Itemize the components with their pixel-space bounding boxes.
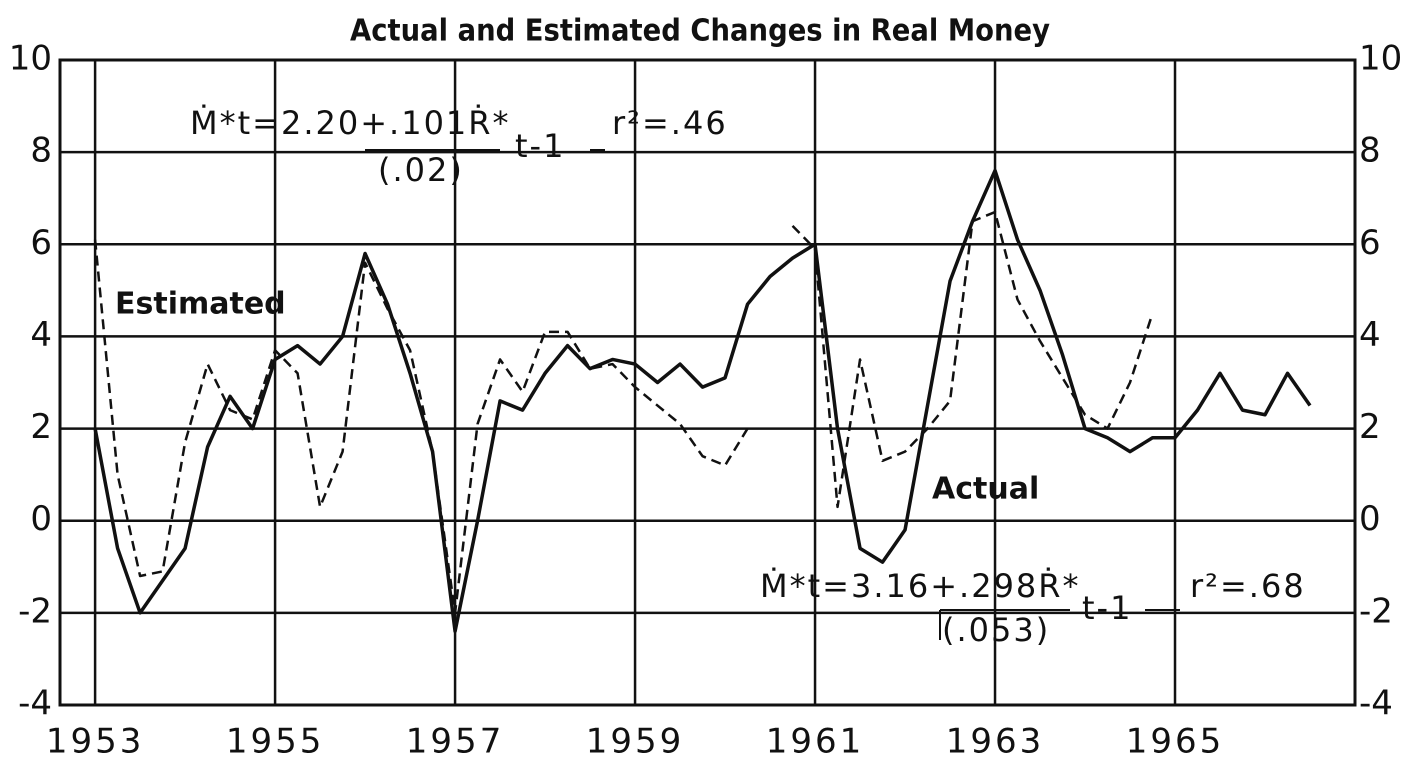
series-line — [93, 210, 1154, 615]
annotation: Ṁ*t=3.16+.298Ṙ* — [760, 567, 1081, 605]
annotation: (.053) — [942, 611, 1050, 649]
y-tick-label: 4 — [30, 315, 52, 355]
y2-tick-label: 0 — [1359, 499, 1381, 539]
annotation: r²=.46 — [612, 104, 728, 142]
x-tick-label: 1957 — [406, 722, 505, 761]
y-tick-label: 10 — [9, 39, 52, 79]
series-label: Actual — [932, 472, 1039, 507]
y-tick-label: -2 — [18, 591, 52, 631]
x-tick-label: 1961 — [766, 722, 865, 761]
series-line — [93, 168, 1312, 634]
y2-tick-label: 10 — [1359, 39, 1402, 79]
y2-tick-label: 8 — [1359, 131, 1381, 171]
y-tick-label: 8 — [30, 131, 52, 171]
y2-tick-label: 6 — [1359, 223, 1381, 263]
x-tick-label: 1955 — [226, 722, 325, 761]
x-tick-label: 1965 — [1126, 722, 1225, 761]
y-tick-label: 0 — [30, 499, 52, 539]
series-label: Estimated — [115, 287, 286, 322]
y2-tick-label: 2 — [1359, 407, 1381, 447]
x-tick-label: 1959 — [586, 722, 685, 761]
y2-tick-label: -4 — [1359, 684, 1393, 724]
chart-title: Actual and Estimated Changes in Real Mon… — [350, 14, 1050, 49]
y-tick-label: 6 — [30, 223, 52, 263]
annotation: t-1 — [1082, 589, 1132, 627]
y-tick-label: 2 — [30, 407, 52, 447]
plot-frame — [58, 58, 1357, 707]
x-tick-label: 1963 — [946, 722, 1045, 761]
annotation: t-1 — [515, 127, 565, 165]
y2-tick-label: -2 — [1359, 591, 1393, 631]
annotation: (.02) — [378, 151, 464, 189]
annotation: Ṁ*t=2.20+.101Ṙ* — [190, 104, 511, 142]
x-tick-label: 1953 — [46, 722, 145, 761]
y-tick-label: -4 — [18, 684, 52, 724]
y2-tick-label: 4 — [1359, 315, 1381, 355]
annotation: r²=.68 — [1190, 567, 1306, 605]
